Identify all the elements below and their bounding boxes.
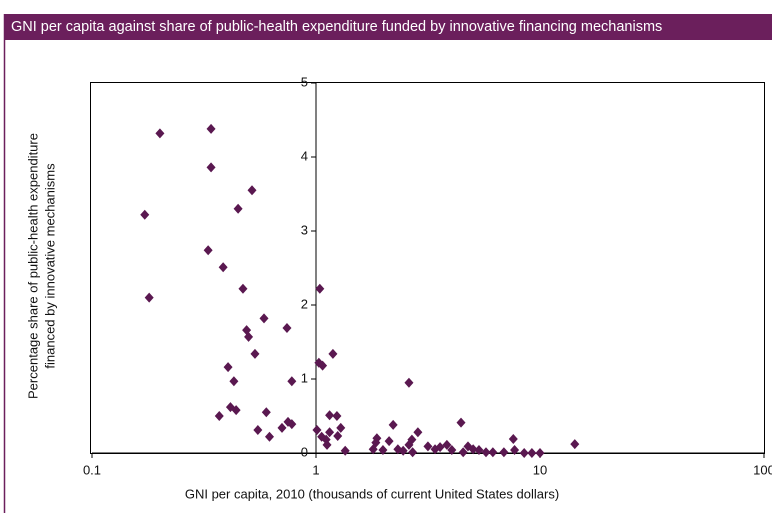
- point: [368, 444, 378, 455]
- point: [333, 430, 343, 441]
- point: [332, 411, 342, 421]
- x-tick-label: 0.1: [83, 462, 101, 477]
- y-tick-label: 2: [301, 296, 308, 311]
- point: [468, 444, 478, 455]
- point: [287, 376, 297, 387]
- chart-title: GNI per capita against share of public-h…: [11, 19, 662, 35]
- point: [155, 128, 165, 139]
- point: [325, 410, 335, 421]
- point: [447, 445, 457, 456]
- point: [510, 445, 520, 456]
- point: [218, 262, 228, 273]
- point: [481, 447, 491, 458]
- point: [336, 422, 346, 433]
- y-tick-label: 5: [301, 74, 308, 89]
- point: [322, 439, 332, 450]
- point: [229, 376, 239, 387]
- point: [328, 348, 338, 359]
- point: [398, 445, 408, 456]
- point: [318, 360, 328, 371]
- point: [488, 447, 498, 458]
- point: [233, 203, 243, 214]
- point: [264, 431, 274, 442]
- point: [456, 417, 466, 428]
- point: [388, 419, 398, 430]
- x-axis-label: GNI per capita, 2010 (thousands of curre…: [185, 486, 559, 501]
- y-tick-label: 4: [301, 148, 308, 163]
- point: [570, 439, 580, 450]
- point: [474, 445, 484, 456]
- point: [238, 283, 248, 294]
- y-axis-label: financed by innovative mechanisms: [42, 163, 57, 369]
- x-tick-label: 100: [753, 462, 772, 477]
- point: [206, 123, 216, 134]
- point: [458, 447, 468, 458]
- point: [315, 283, 325, 294]
- title-bar: [4, 14, 772, 40]
- point: [378, 445, 388, 456]
- point: [214, 411, 224, 421]
- point: [384, 436, 394, 447]
- plot-frame: [90, 82, 765, 454]
- point: [223, 362, 233, 373]
- point: [435, 442, 445, 453]
- point: [250, 348, 260, 359]
- point: [404, 377, 414, 388]
- point: [231, 405, 241, 416]
- point: [144, 292, 154, 303]
- point: [499, 447, 509, 458]
- point: [423, 441, 433, 452]
- point: [442, 439, 452, 450]
- point: [312, 425, 322, 436]
- point: [408, 447, 418, 458]
- point: [247, 185, 257, 196]
- point: [282, 322, 292, 333]
- point: [277, 422, 287, 433]
- y-tick-label: 3: [301, 222, 308, 237]
- point: [535, 448, 545, 458]
- point: [527, 448, 537, 458]
- y-tick-label: 1: [301, 370, 308, 385]
- point: [325, 427, 335, 438]
- point: [508, 433, 518, 444]
- point: [287, 419, 297, 430]
- y-tick-label: 0: [301, 444, 308, 459]
- y-axis-label: Percentage share of public-health expend…: [25, 133, 40, 399]
- point: [203, 245, 213, 256]
- point: [259, 313, 269, 324]
- point: [413, 427, 423, 438]
- point: [244, 331, 254, 342]
- x-tick-label: 10: [533, 462, 547, 477]
- point: [340, 445, 350, 456]
- point: [206, 162, 216, 173]
- point: [261, 407, 271, 418]
- point: [519, 448, 529, 458]
- point: [140, 209, 150, 220]
- point: [253, 425, 263, 436]
- x-tick-label: 1: [312, 462, 319, 477]
- point: [407, 434, 417, 445]
